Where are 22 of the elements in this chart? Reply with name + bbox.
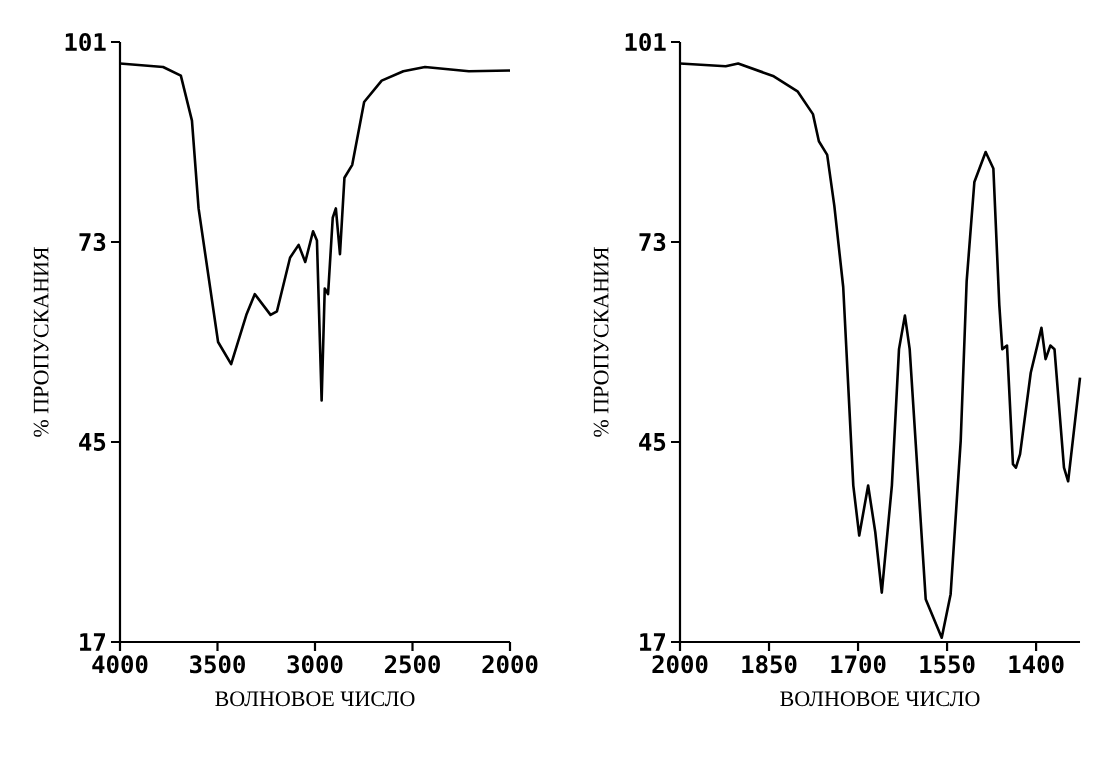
x-axis-title: ВОЛНОВОЕ ЧИСЛО: [215, 691, 415, 707]
y-tick-label: 73: [639, 232, 666, 252]
x-tick-label: 4000: [92, 655, 148, 674]
y-tick-label: 73: [79, 232, 106, 252]
y-tick-label: 17: [640, 633, 665, 651]
x-tick-label: 1850: [742, 655, 797, 674]
y-axis-title: % ПРОПУСКАНИЯ: [593, 247, 609, 437]
y-tick-label: 17: [80, 633, 105, 651]
y-tick-label: 45: [639, 433, 666, 451]
y-tick-label: 45: [79, 433, 106, 451]
y-axis-title: % ПРОПУСКАНИЯ: [33, 247, 49, 437]
x-tick-label: 3000: [287, 655, 343, 674]
x-tick-label: 3500: [190, 655, 245, 674]
x-tick-label: 2000: [652, 655, 708, 674]
y-tick-label: 101: [625, 32, 666, 52]
x-tick-label: 2000: [482, 655, 538, 674]
x-axis-title: ВОЛНОВОЕ ЧИСЛО: [780, 691, 980, 707]
x-tick-label: 1700: [831, 655, 886, 674]
x-tick-label: 1400: [1009, 655, 1064, 674]
x-tick-label: 1550: [920, 655, 975, 674]
x-tick-label: 2500: [384, 655, 440, 674]
y-tick-label: 101: [65, 32, 106, 52]
